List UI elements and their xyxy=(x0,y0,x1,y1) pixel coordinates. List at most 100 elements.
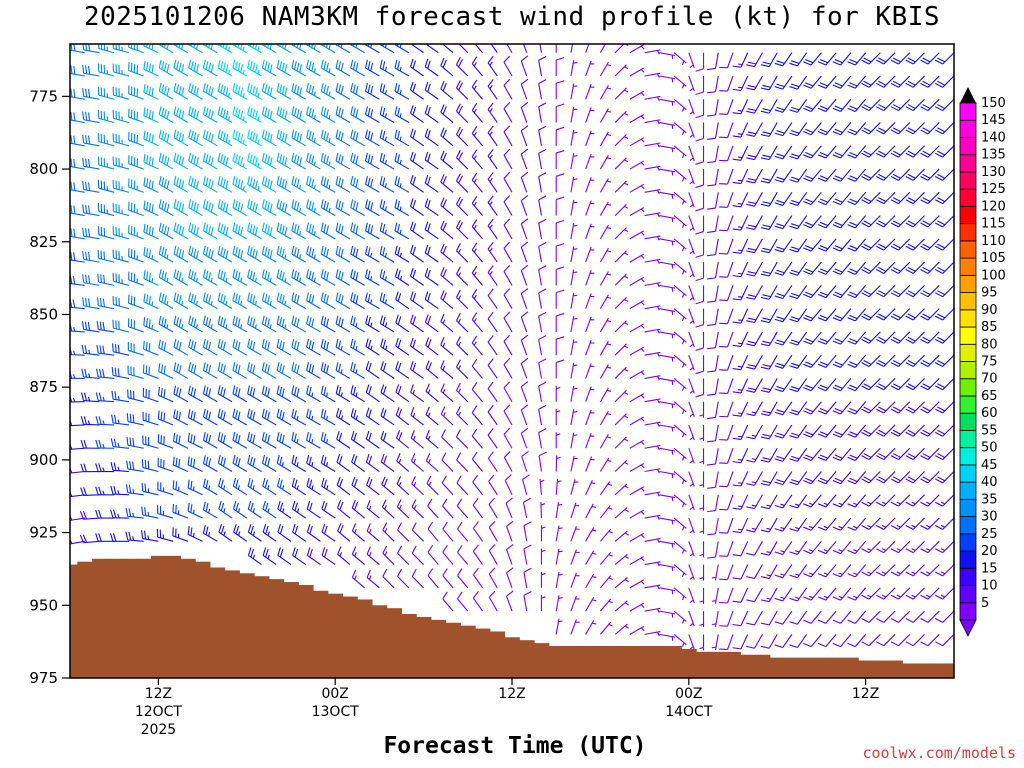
wind-barb xyxy=(803,285,822,299)
credit-link[interactable]: coolwx.com/models xyxy=(862,744,1016,762)
wind-barb xyxy=(442,544,454,565)
wind-barb xyxy=(803,424,822,438)
wind-barb xyxy=(920,191,940,205)
wind-barb xyxy=(803,610,822,624)
wind-barb xyxy=(847,587,867,601)
wind-barb xyxy=(847,517,867,531)
wind-barb xyxy=(365,59,380,77)
wind-barb xyxy=(277,547,292,566)
wind-barb xyxy=(202,129,218,147)
wind-barb xyxy=(599,131,612,147)
wind-barb xyxy=(789,98,808,113)
wind-barb xyxy=(688,99,695,115)
wind-barb xyxy=(719,331,734,348)
wind-barb xyxy=(644,49,661,55)
wind-barb xyxy=(409,81,424,100)
wind-barb xyxy=(97,249,115,263)
wind-barb xyxy=(276,129,292,147)
wind-barb xyxy=(350,338,365,356)
wind-barb xyxy=(410,384,424,403)
colorbar-label: 90 xyxy=(981,303,998,318)
wind-barb xyxy=(424,314,439,333)
wind-barb xyxy=(442,521,454,542)
wind-barb xyxy=(173,222,189,240)
wind-barb xyxy=(614,343,629,356)
wind-barb xyxy=(291,129,307,147)
wind-barb xyxy=(832,564,852,578)
colorbar-segment xyxy=(959,292,977,311)
wind-barb xyxy=(644,375,661,381)
wind-barb xyxy=(425,337,439,356)
wind-barb xyxy=(774,610,793,625)
wind-barb xyxy=(803,238,822,252)
wind-barb xyxy=(644,282,661,288)
wind-barb xyxy=(629,579,645,589)
wind-barb xyxy=(695,75,705,96)
wind-barb xyxy=(789,564,808,579)
wind-barb xyxy=(276,431,292,449)
wind-barb xyxy=(520,78,529,100)
wind-barb xyxy=(760,261,778,277)
wind-barb xyxy=(673,331,687,345)
wind-barb xyxy=(291,477,307,496)
wind-barb xyxy=(629,67,645,77)
wind-barb xyxy=(659,238,676,246)
wind-barb xyxy=(555,571,563,588)
wind-barb xyxy=(232,59,248,77)
wind-barb xyxy=(538,195,547,216)
wind-barb xyxy=(570,292,578,309)
wind-barb xyxy=(688,587,695,604)
wind-barb xyxy=(688,75,695,92)
wind-barb xyxy=(441,429,454,449)
wind-barb xyxy=(158,129,174,147)
wind-barb xyxy=(276,455,292,472)
wind-barb xyxy=(876,447,896,461)
wind-barb xyxy=(905,238,925,251)
wind-barb xyxy=(876,75,896,88)
wind-barb xyxy=(395,384,410,403)
terrain-column xyxy=(828,657,844,678)
wind-barb xyxy=(520,148,529,170)
wind-barb xyxy=(366,546,380,565)
wind-barb xyxy=(644,607,661,613)
wind-barb xyxy=(440,150,454,170)
wind-barb xyxy=(746,308,763,324)
wind-barb xyxy=(732,424,749,441)
wind-barb xyxy=(351,476,366,496)
wind-barb xyxy=(890,378,911,391)
wind-barb xyxy=(629,114,645,123)
wind-barb xyxy=(688,308,695,324)
wind-barb xyxy=(503,102,513,123)
wind-barb xyxy=(142,411,159,426)
wind-barb xyxy=(629,463,645,472)
terrain-column xyxy=(563,646,579,678)
wind-barb xyxy=(614,483,629,496)
wind-barb xyxy=(695,215,705,235)
wind-barb xyxy=(732,75,749,92)
wind-barb xyxy=(905,145,925,158)
wind-barb xyxy=(440,313,454,333)
wind-barb xyxy=(614,180,629,193)
wind-barb xyxy=(599,364,612,379)
wind-barb xyxy=(861,331,881,344)
wind-barb xyxy=(232,362,248,379)
wind-barb xyxy=(202,431,218,449)
colorbar-label: 80 xyxy=(981,337,998,352)
wind-barb xyxy=(336,431,351,449)
wind-barb xyxy=(471,451,483,472)
terrain-column xyxy=(298,584,314,678)
wind-barb xyxy=(424,44,439,54)
wind-barb xyxy=(70,251,85,263)
wind-barb xyxy=(82,134,100,147)
wind-barb xyxy=(471,312,483,333)
wind-barb xyxy=(644,189,661,195)
wind-barb xyxy=(143,293,159,310)
wind-barb xyxy=(539,44,543,53)
wind-barb xyxy=(774,98,793,113)
wind-barb xyxy=(760,285,778,300)
wind-barb xyxy=(817,168,837,182)
wind-barb xyxy=(457,521,469,542)
wind-barb xyxy=(127,318,144,333)
wind-barb xyxy=(538,335,547,356)
wind-barb xyxy=(424,174,439,193)
